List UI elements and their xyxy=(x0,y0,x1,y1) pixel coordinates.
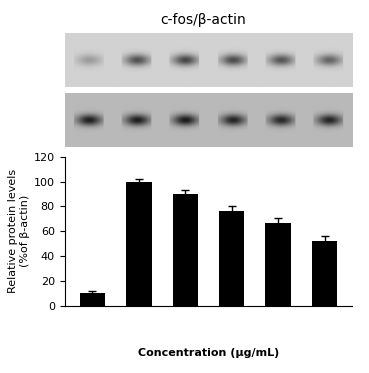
Bar xyxy=(80,294,105,306)
Bar xyxy=(312,241,337,306)
Bar xyxy=(126,182,152,306)
Text: Concentration (μg/mL): Concentration (μg/mL) xyxy=(138,348,279,358)
Bar xyxy=(173,194,198,306)
Bar xyxy=(265,223,291,306)
Y-axis label: Relative protein levels
(%of β-actin): Relative protein levels (%of β-actin) xyxy=(8,169,30,293)
Bar xyxy=(219,211,245,306)
Text: c-fos/β-actin: c-fos/β-actin xyxy=(160,13,246,27)
